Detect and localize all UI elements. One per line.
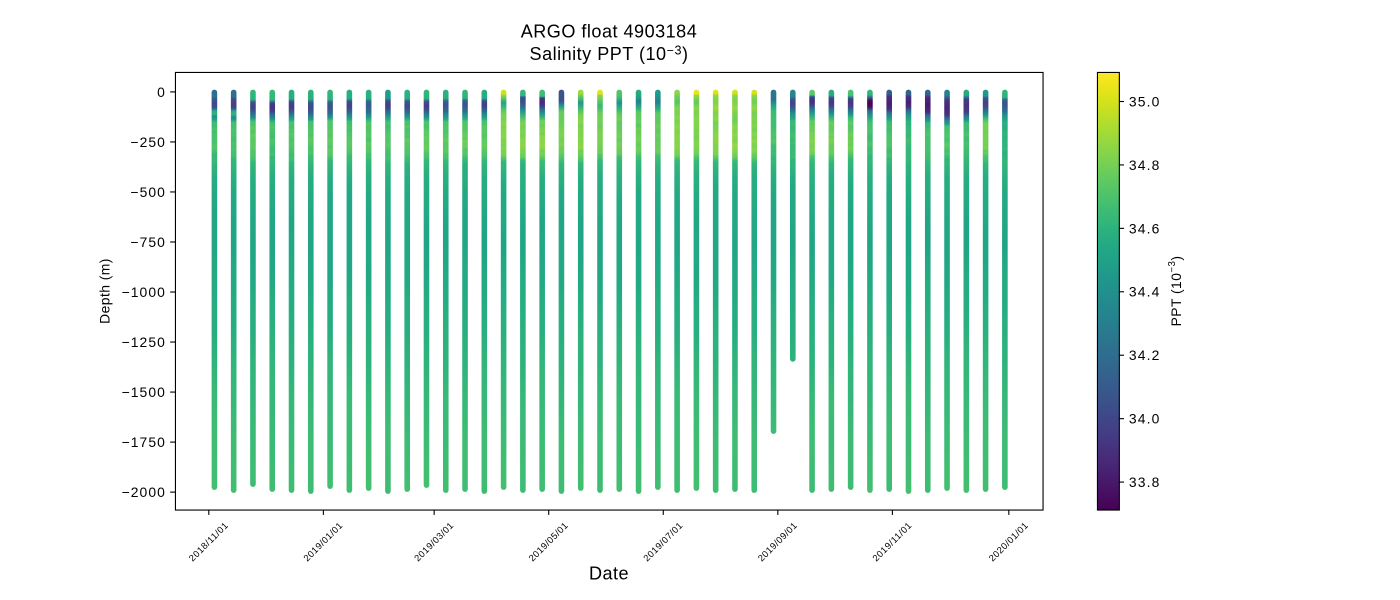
svg-text:34.2: 34.2 xyxy=(1129,347,1160,363)
svg-text:−2000: −2000 xyxy=(122,484,166,500)
svg-text:−500: −500 xyxy=(130,184,165,200)
svg-text:PPT (10−3): PPT (10−3) xyxy=(1167,256,1184,327)
svg-text:34.4: 34.4 xyxy=(1129,284,1160,300)
svg-text:0: 0 xyxy=(157,84,165,100)
svg-text:35.0: 35.0 xyxy=(1129,93,1160,109)
svg-text:−750: −750 xyxy=(130,234,165,250)
svg-text:−250: −250 xyxy=(130,134,165,150)
svg-text:−1750: −1750 xyxy=(122,434,166,450)
svg-text:33.8: 33.8 xyxy=(1129,474,1160,490)
svg-text:−1000: −1000 xyxy=(122,284,166,300)
svg-text:−1250: −1250 xyxy=(122,334,166,350)
svg-text:34.6: 34.6 xyxy=(1129,220,1160,236)
svg-text:ARGO float 4903184: ARGO float 4903184 xyxy=(521,21,698,41)
svg-text:34.0: 34.0 xyxy=(1129,411,1160,427)
svg-text:−1500: −1500 xyxy=(122,384,166,400)
svg-text:Depth (m): Depth (m) xyxy=(96,258,112,324)
svg-text:Salinity PPT (10−3): Salinity PPT (10−3) xyxy=(530,43,689,64)
svg-text:34.8: 34.8 xyxy=(1129,157,1160,173)
svg-text:Date: Date xyxy=(589,563,629,583)
